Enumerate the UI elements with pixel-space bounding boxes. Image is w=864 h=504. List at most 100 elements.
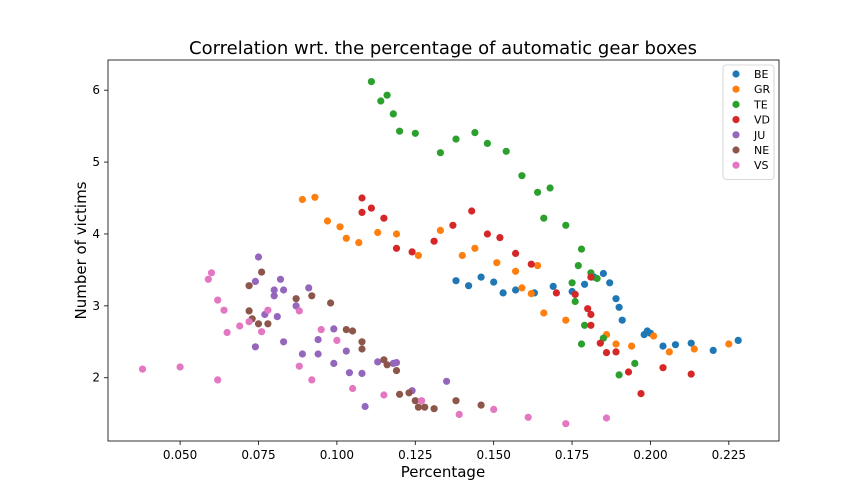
point-vd-18 bbox=[596, 339, 604, 347]
point-ju-12 bbox=[298, 350, 306, 358]
point-vd-10 bbox=[496, 234, 504, 242]
point-vs-18 bbox=[380, 391, 388, 399]
point-vs-24 bbox=[602, 414, 611, 422]
point-ne-20 bbox=[421, 403, 429, 411]
legend-marker-te bbox=[732, 100, 740, 108]
point-gr-11 bbox=[471, 244, 479, 252]
point-gr-1 bbox=[311, 193, 319, 201]
point-be-22 bbox=[709, 346, 717, 354]
point-ju-10 bbox=[251, 343, 259, 351]
point-vd-5 bbox=[408, 248, 416, 256]
point-vs-17 bbox=[349, 384, 357, 393]
point-ju-18 bbox=[345, 369, 353, 377]
point-te-0 bbox=[367, 78, 375, 86]
point-vs-5 bbox=[220, 306, 228, 314]
point-ju-4 bbox=[276, 275, 285, 283]
legend-marker-ju bbox=[732, 131, 740, 139]
legend-label-te: TE bbox=[753, 98, 768, 111]
point-ju-6 bbox=[305, 284, 313, 292]
point-gr-16 bbox=[534, 262, 542, 270]
point-gr-22 bbox=[650, 332, 658, 340]
point-ju-2 bbox=[270, 286, 278, 294]
point-be-3 bbox=[490, 278, 498, 286]
point-vs-8 bbox=[214, 376, 222, 384]
point-ju-16 bbox=[330, 359, 338, 367]
point-ne-14 bbox=[383, 361, 391, 369]
point-te-12 bbox=[534, 188, 542, 196]
point-ne-10 bbox=[349, 327, 357, 335]
point-vs-3 bbox=[207, 269, 216, 277]
point-vd-4 bbox=[392, 244, 401, 252]
point-ju-25 bbox=[443, 377, 451, 385]
y-axis-ticks: 2 3 4 5 6 bbox=[92, 83, 108, 385]
point-ne-23 bbox=[477, 401, 485, 409]
point-te-8 bbox=[471, 129, 479, 137]
x-tick-label: 0.175 bbox=[555, 448, 589, 462]
point-ju-1 bbox=[251, 277, 259, 285]
point-gr-23 bbox=[665, 348, 673, 356]
point-vs-0 bbox=[138, 365, 147, 373]
point-gr-15 bbox=[527, 290, 535, 298]
point-te-14 bbox=[540, 214, 548, 222]
point-ne-4 bbox=[254, 320, 263, 328]
point-te-9 bbox=[483, 139, 491, 147]
x-tick-label: 0.125 bbox=[398, 448, 432, 462]
point-gr-4 bbox=[342, 234, 350, 242]
point-vs-4 bbox=[214, 296, 222, 304]
point-ne-7 bbox=[308, 292, 316, 300]
point-be-13 bbox=[612, 295, 620, 303]
point-vd-17 bbox=[587, 321, 595, 329]
point-vd-24 bbox=[687, 370, 695, 378]
point-vs-23 bbox=[562, 420, 570, 428]
point-vs-7 bbox=[236, 322, 244, 330]
point-te-20 bbox=[568, 279, 576, 287]
point-gr-6 bbox=[374, 228, 382, 237]
point-vd-14 bbox=[571, 290, 579, 298]
y-tick-label: 5 bbox=[92, 155, 100, 169]
point-te-11 bbox=[518, 172, 526, 180]
point-vs-1 bbox=[176, 363, 184, 371]
point-te-7 bbox=[452, 135, 460, 143]
point-vs-21 bbox=[490, 405, 498, 413]
point-vd-12 bbox=[527, 260, 535, 268]
point-gr-25 bbox=[725, 340, 733, 348]
y-tick-label: 3 bbox=[92, 299, 100, 313]
legend-label-vd: VD bbox=[754, 114, 770, 127]
point-ju-9 bbox=[273, 313, 281, 321]
point-vd-21 bbox=[624, 368, 633, 376]
point-vs-12 bbox=[295, 307, 303, 315]
point-be-21 bbox=[687, 339, 695, 347]
point-ju-13 bbox=[314, 350, 322, 358]
point-be-4 bbox=[499, 289, 507, 297]
point-gr-10 bbox=[458, 251, 466, 260]
x-tick-label: 0.200 bbox=[633, 448, 667, 462]
point-vd-0 bbox=[358, 194, 366, 202]
point-be-5 bbox=[511, 286, 520, 294]
point-te-25 bbox=[615, 371, 623, 379]
point-vs-2 bbox=[204, 275, 212, 283]
point-te-2 bbox=[383, 91, 391, 99]
y-tick-label: 4 bbox=[92, 227, 100, 241]
point-ne-16 bbox=[396, 390, 404, 398]
point-ne-8 bbox=[327, 299, 335, 307]
point-ju-20 bbox=[361, 402, 369, 411]
point-be-7 bbox=[549, 282, 557, 290]
y-tick-label: 2 bbox=[92, 371, 100, 385]
point-vd-25 bbox=[587, 273, 595, 281]
point-ju-17 bbox=[342, 347, 350, 355]
point-vs-19 bbox=[418, 397, 426, 405]
point-gr-20 bbox=[612, 340, 620, 348]
point-ju-11 bbox=[280, 338, 288, 346]
point-vs-9 bbox=[245, 318, 253, 326]
point-ju-23 bbox=[392, 359, 401, 367]
point-gr-21 bbox=[628, 342, 636, 350]
x-tick-label: 0.225 bbox=[712, 448, 746, 462]
legend-marker-vs bbox=[732, 161, 740, 169]
point-vs-6 bbox=[223, 328, 231, 337]
point-vd-2 bbox=[367, 204, 375, 212]
legend-label-vs: VS bbox=[754, 159, 769, 172]
point-te-23 bbox=[577, 340, 586, 348]
point-vs-16 bbox=[333, 336, 341, 344]
point-te-13 bbox=[546, 184, 554, 192]
point-vd-8 bbox=[468, 207, 476, 215]
